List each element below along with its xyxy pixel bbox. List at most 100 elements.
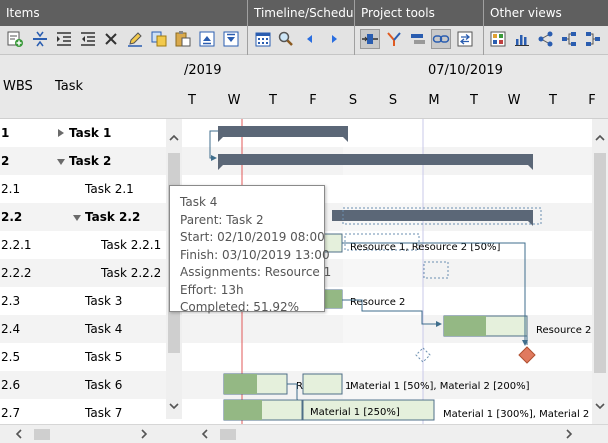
swap-button[interactable] bbox=[455, 29, 475, 49]
day-label: T bbox=[188, 93, 196, 108]
wbs-cell: 2.7 bbox=[1, 406, 21, 420]
summary-bar-task-2 bbox=[218, 154, 533, 170]
table-row[interactable]: 2.5 Task 5 bbox=[0, 343, 166, 371]
grid-horizontal-scrollbar[interactable] bbox=[0, 424, 182, 443]
triangle-right-icon bbox=[332, 35, 337, 43]
bar-chart-icon bbox=[515, 35, 529, 46]
copy-button[interactable] bbox=[149, 29, 169, 49]
task-name-cell: Task 2 bbox=[69, 154, 112, 168]
pert-chart-icon bbox=[586, 32, 600, 46]
network-diagram-icon bbox=[538, 31, 553, 47]
scroll-left-button[interactable] bbox=[300, 29, 320, 49]
table-row[interactable]: 2.2.2 Task 2.2.2 bbox=[0, 259, 166, 287]
edit-button[interactable] bbox=[125, 29, 145, 49]
task-tooltip: Task 4 Parent: Task 2 Start: 02/10/2019 … bbox=[169, 185, 331, 314]
scroll-right-button[interactable] bbox=[324, 29, 344, 49]
day-label: S bbox=[388, 93, 398, 108]
critical-path-button[interactable] bbox=[384, 29, 404, 49]
baseline-button[interactable] bbox=[408, 29, 428, 49]
insert-item-icon bbox=[33, 31, 47, 47]
other-views-group: Other views bbox=[484, 0, 608, 55]
scroll-up-icon bbox=[595, 134, 605, 141]
table-row[interactable]: 2.1 Task 2.1 bbox=[0, 175, 166, 203]
scroll-left-icon bbox=[15, 429, 22, 439]
chart-view-button[interactable] bbox=[512, 29, 532, 49]
wbs-cell: 2 bbox=[1, 154, 10, 168]
collapse-arrow-icon[interactable] bbox=[73, 215, 81, 221]
milestone-task-3 bbox=[518, 346, 536, 364]
task-progress-4 bbox=[224, 374, 257, 394]
wbs-column-header[interactable]: WBS bbox=[3, 79, 33, 94]
timeline-header: /2019 07/10/2019 T W T F S S M T W T F bbox=[182, 55, 608, 119]
copy-icon bbox=[151, 31, 167, 47]
chart-horizontal-scrollbar[interactable] bbox=[182, 424, 608, 443]
resource-view-button[interactable] bbox=[488, 29, 508, 49]
hierarchy-view-button[interactable] bbox=[559, 29, 579, 49]
dependency-link bbox=[342, 242, 528, 346]
collapse-arrow-icon[interactable] bbox=[57, 159, 65, 165]
calendar-button[interactable] bbox=[253, 29, 273, 49]
paste-button[interactable] bbox=[173, 29, 193, 49]
table-row[interactable]: 2.3 Task 3 bbox=[0, 287, 166, 315]
table-row[interactable]: 1 Task 1 bbox=[0, 119, 166, 147]
tooltip-start: Start: 02/10/2019 08:00 bbox=[180, 230, 325, 244]
insert-item-button[interactable] bbox=[30, 29, 50, 49]
chart-vertical-scroll-thumb[interactable] bbox=[594, 153, 606, 373]
auto-schedule-icon bbox=[362, 34, 378, 44]
pert-view-button[interactable] bbox=[583, 29, 603, 49]
task-name-cell: Task 7 bbox=[85, 406, 123, 420]
move-down-icon bbox=[223, 31, 239, 47]
move-up-button[interactable] bbox=[197, 29, 217, 49]
network-view-button[interactable] bbox=[536, 29, 556, 49]
tooltip-parent: Parent: Task 2 bbox=[180, 212, 264, 227]
auto-schedule-toggle[interactable] bbox=[360, 29, 380, 49]
paste-icon bbox=[175, 31, 191, 47]
link-tasks-toggle[interactable] bbox=[431, 29, 451, 49]
task-progress-2-2-2 bbox=[444, 316, 486, 336]
wbs-cell: 2.3 bbox=[1, 294, 21, 308]
chart-vertical-scrollbar[interactable] bbox=[592, 119, 608, 424]
wbs-cell: 2.2.2 bbox=[1, 266, 32, 280]
day-label: T bbox=[470, 93, 478, 108]
task-progress-7 bbox=[224, 400, 262, 420]
delete-button[interactable] bbox=[101, 29, 121, 49]
table-row[interactable]: 2.2 Task 2.2 bbox=[0, 203, 166, 231]
day-label: F bbox=[588, 93, 596, 108]
tooltip-effort: Effort: 13h bbox=[180, 282, 244, 297]
week-label: 07/10/2019 bbox=[428, 63, 503, 78]
zoom-button[interactable] bbox=[276, 29, 296, 49]
dependency-link bbox=[209, 130, 218, 161]
table-row[interactable]: 2.7 Task 7 bbox=[0, 399, 166, 424]
move-down-button[interactable] bbox=[221, 29, 241, 49]
table-row[interactable]: 2 Task 2 bbox=[0, 147, 166, 175]
group-separator bbox=[247, 0, 248, 55]
indent-button[interactable] bbox=[54, 29, 74, 49]
baseline-icon bbox=[411, 34, 425, 44]
day-label: W bbox=[227, 93, 241, 108]
task-column-header[interactable]: Task bbox=[55, 79, 84, 94]
items-group: Items bbox=[0, 0, 247, 55]
critical-path-icon bbox=[387, 32, 401, 46]
assignment-label-task-2-2-1: Resource 2 bbox=[350, 297, 405, 308]
chart-horizontal-scroll-thumb[interactable] bbox=[220, 429, 236, 440]
outdent-button[interactable] bbox=[78, 29, 98, 49]
expand-arrow-icon[interactable] bbox=[58, 129, 64, 137]
edit-pencil-icon bbox=[128, 32, 142, 47]
add-item-icon bbox=[7, 31, 23, 47]
table-row[interactable]: 2.6 Task 6 bbox=[0, 371, 166, 399]
wbs-cell: 1 bbox=[1, 126, 10, 140]
add-item-button[interactable] bbox=[5, 29, 25, 49]
grid-horizontal-scroll-thumb[interactable] bbox=[34, 429, 50, 440]
tooltip-finish: Finish: 03/10/2019 13:00 bbox=[180, 247, 330, 262]
hierarchy-icon bbox=[562, 32, 576, 46]
summary-bar-task-1 bbox=[218, 126, 348, 142]
day-label: T bbox=[549, 93, 557, 108]
wbs-cell: 2.2.1 bbox=[1, 238, 32, 252]
assignment-label-task-7: Material 1 [250%] bbox=[310, 407, 400, 418]
task-name-cell: Task 1 bbox=[69, 126, 112, 140]
indent-icon bbox=[57, 32, 71, 46]
table-row[interactable]: 2.2.1 Task 2.2.1 bbox=[0, 231, 166, 259]
baseline-task-2-2 bbox=[342, 207, 542, 225]
table-row[interactable]: 2.4 Task 4 bbox=[0, 315, 166, 343]
